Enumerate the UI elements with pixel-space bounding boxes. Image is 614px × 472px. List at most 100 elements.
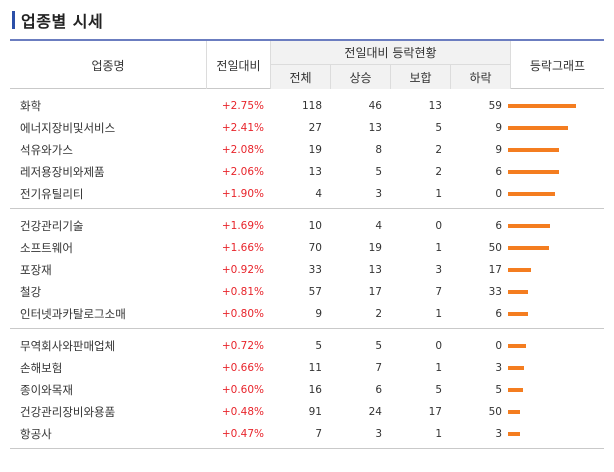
total-count: 16: [308, 384, 322, 396]
change-bar: [508, 432, 520, 436]
table-row[interactable]: 전기유틸리티 +1.90% 4 3 1 0: [10, 183, 604, 205]
down-count: 50: [488, 406, 502, 418]
sector-name-link[interactable]: 항공사: [20, 427, 52, 441]
up-count: 13: [368, 264, 382, 276]
change-bar: [508, 148, 559, 152]
sector-name-link[interactable]: 철강: [20, 285, 42, 299]
table-header: 업종명 전일대비 전일대비 등락현황 전체 상승 보합 하락 등락그래프: [10, 41, 604, 89]
table-row[interactable]: 포장재 +0.92% 33 13 3 17: [10, 259, 604, 281]
change-graph-cell: [508, 237, 602, 259]
table-row[interactable]: 종이와목재 +0.60% 16 6 5 5: [10, 379, 604, 401]
table-row[interactable]: 철강 +0.81% 57 17 7 33: [10, 281, 604, 303]
down-count: 33: [488, 286, 502, 298]
down-count: 59: [488, 100, 502, 112]
sector-name-link[interactable]: 포장재: [20, 263, 52, 277]
section-title: 업종별 시세: [12, 8, 103, 32]
total-count: 91: [308, 406, 322, 418]
prev-change-rate: +0.81%: [221, 286, 264, 298]
flat-count: 17: [428, 406, 442, 418]
up-count: 24: [368, 406, 382, 418]
up-count: 8: [375, 144, 382, 156]
table-row[interactable]: 레저용장비와제품 +2.06% 13 5 2 6: [10, 161, 604, 183]
table-row[interactable]: 건강관리기술 +1.69% 10 4 0 6: [10, 215, 604, 237]
flat-count: 2: [435, 144, 442, 156]
sector-name-link[interactable]: 에너지장비및서비스: [20, 121, 116, 135]
sector-group: 무역회사와판매업체 +0.72% 5 5 0 0 손해보험 +0.66% 11 7 1 3 종이와목재 +…: [10, 329, 604, 449]
prev-change-rate: +2.06%: [221, 166, 264, 178]
up-count: 4: [375, 220, 382, 232]
change-graph-cell: [508, 423, 602, 445]
table-row[interactable]: 석유와가스 +2.08% 19 8 2 9: [10, 139, 604, 161]
prev-change-rate: +0.47%: [221, 428, 264, 440]
total-count: 118: [301, 100, 322, 112]
change-graph-cell: [508, 215, 602, 237]
down-count: 17: [488, 264, 502, 276]
sector-name-link[interactable]: 석유와가스: [20, 143, 73, 157]
table-row[interactable]: 건강관리장비와용품 +0.48% 91 24 17 50: [10, 401, 604, 423]
flat-count: 2: [435, 166, 442, 178]
down-count: 3: [495, 428, 502, 440]
change-bar: [508, 170, 559, 174]
total-count: 7: [315, 428, 322, 440]
total-count: 4: [315, 188, 322, 200]
down-count: 0: [495, 188, 502, 200]
total-count: 5: [315, 340, 322, 352]
sector-name-link[interactable]: 건강관리기술: [20, 219, 84, 233]
sector-name-link[interactable]: 종이와목재: [20, 383, 73, 397]
table-row[interactable]: 항공사 +0.47% 7 3 1 3: [10, 423, 604, 445]
up-count: 46: [368, 100, 382, 112]
table-top-border: [10, 39, 604, 41]
flat-count: 1: [435, 362, 442, 374]
sector-name-link[interactable]: 화학: [20, 99, 42, 113]
table-row[interactable]: 인터넷과카탈로그소매 +0.80% 9 2 1 6: [10, 303, 604, 325]
flat-count: 1: [435, 188, 442, 200]
down-count: 50: [488, 242, 502, 254]
change-graph-cell: [508, 281, 602, 303]
up-count: 5: [375, 166, 382, 178]
change-bar: [508, 388, 523, 392]
change-bar: [508, 410, 520, 414]
prev-change-rate: +1.66%: [221, 242, 264, 254]
up-count: 3: [375, 428, 382, 440]
change-graph-cell: [508, 303, 602, 325]
prev-change-rate: +1.90%: [221, 188, 264, 200]
sector-name-link[interactable]: 소프트웨어: [20, 241, 73, 255]
flat-count: 5: [435, 122, 442, 134]
sector-name-link[interactable]: 건강관리장비와용품: [20, 405, 116, 419]
up-count: 5: [375, 340, 382, 352]
prev-change-rate: +2.75%: [221, 100, 264, 112]
down-count: 0: [495, 340, 502, 352]
change-bar: [508, 126, 568, 130]
table-row[interactable]: 화학 +2.75% 118 46 13 59: [10, 95, 604, 117]
table-row[interactable]: 손해보험 +0.66% 11 7 1 3: [10, 357, 604, 379]
flat-count: 1: [435, 428, 442, 440]
table-row[interactable]: 에너지장비및서비스 +2.41% 27 13 5 9: [10, 117, 604, 139]
down-count: 6: [495, 166, 502, 178]
flat-count: 3: [435, 264, 442, 276]
sector-name-link[interactable]: 전기유틸리티: [20, 187, 84, 201]
sector-name-link[interactable]: 무역회사와판매업체: [20, 339, 116, 353]
flat-count: 1: [435, 242, 442, 254]
sector-name-link[interactable]: 레저용장비와제품: [20, 165, 105, 179]
change-graph-cell: [508, 161, 602, 183]
total-count: 33: [308, 264, 322, 276]
change-bar: [508, 366, 524, 370]
change-graph-cell: [508, 139, 602, 161]
header-graph: 등락그래프: [510, 41, 604, 89]
sector-name-link[interactable]: 손해보험: [20, 361, 63, 375]
change-graph-cell: [508, 259, 602, 281]
table-row[interactable]: 무역회사와판매업체 +0.72% 5 5 0 0: [10, 335, 604, 357]
prev-change-rate: +1.69%: [221, 220, 264, 232]
sector-name-link[interactable]: 인터넷과카탈로그소매: [20, 307, 126, 321]
change-graph-cell: [508, 335, 602, 357]
up-count: 7: [375, 362, 382, 374]
prev-change-rate: +0.80%: [221, 308, 264, 320]
change-graph-cell: [508, 379, 602, 401]
total-count: 57: [308, 286, 322, 298]
table-row[interactable]: 소프트웨어 +1.66% 70 19 1 50: [10, 237, 604, 259]
down-count: 9: [495, 144, 502, 156]
flat-count: 1: [435, 308, 442, 320]
total-count: 11: [308, 362, 322, 374]
change-bar: [508, 246, 549, 250]
change-graph-cell: [508, 117, 602, 139]
